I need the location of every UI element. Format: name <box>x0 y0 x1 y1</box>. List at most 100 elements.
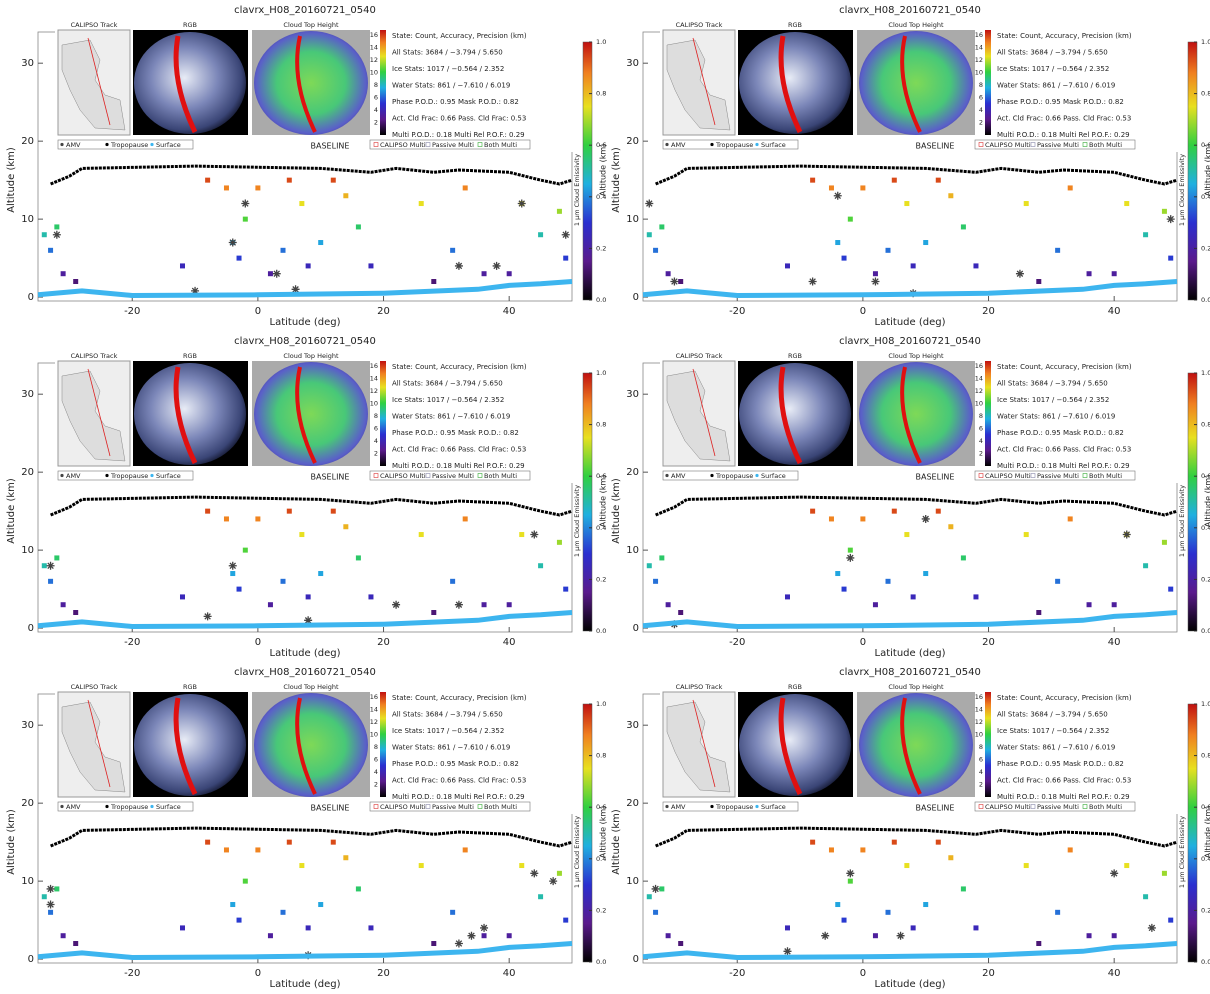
cloud-point <box>1143 563 1149 569</box>
inset-cbar-tick-label: 12 <box>370 718 378 726</box>
colorbar-label: Altitude (km) <box>599 806 608 858</box>
cloud-point <box>506 271 512 277</box>
surface-line <box>642 941 1178 961</box>
legend-label: Surface <box>156 141 181 149</box>
legend-swatch <box>665 142 669 147</box>
colorbar-tick-label: 0.6 <box>596 803 606 811</box>
inset-colorbar <box>985 692 991 797</box>
inset-cbar-tick-label: 4 <box>374 768 378 776</box>
chart-title: clavrx_H08_20160721_0540 <box>234 336 376 347</box>
colorbar-tick-label: 0.2 <box>596 906 606 914</box>
cloud-point <box>368 925 374 931</box>
legend-swatch <box>710 804 714 809</box>
amv-marker <box>896 931 905 940</box>
map-track <box>87 368 111 457</box>
stat-line: All Stats: 3684 / −3.794 / 5.650 <box>392 711 503 719</box>
inset-cbar-tick-label: 12 <box>975 718 983 726</box>
cloud-point <box>891 508 897 514</box>
legend-box <box>662 801 799 812</box>
y-tick-label: 30 <box>626 58 639 69</box>
x-tick-label: 20 <box>377 968 390 979</box>
y-axis-label: Altitude (km) <box>611 809 622 875</box>
stat-line: Multi P.O.D.: 0.18 Multi Rel P.O.F.: 0.2… <box>392 131 525 139</box>
legend-label: Tropopause <box>715 803 753 811</box>
cloud-point <box>973 594 979 600</box>
stat-line: All Stats: 3684 / −3.794 / 5.650 <box>392 49 503 57</box>
y-tick-label: 10 <box>21 876 34 887</box>
baseline-label: BASELINE <box>311 473 350 482</box>
legend-swatch <box>665 473 669 478</box>
legend2-label: Both Multi <box>1089 803 1122 811</box>
cloud-point <box>1036 610 1042 616</box>
legend-label: AMV <box>671 141 686 149</box>
tropopause-line <box>50 164 573 186</box>
cloud-point <box>1111 933 1117 939</box>
cloud-point <box>305 925 311 931</box>
x-tick-label: 0 <box>860 306 866 317</box>
inset-cbar-tick-label: 16 <box>370 362 378 370</box>
inset-cbar-tick-label: 14 <box>975 44 983 52</box>
baseline-label: BASELINE <box>916 142 955 151</box>
cloud-point <box>60 933 66 939</box>
stat-line: Water Stats: 861 / −7.610 / 6.019 <box>997 82 1115 90</box>
inset-colorbar <box>380 692 386 797</box>
tropopause-line <box>50 826 573 848</box>
cloud-point <box>828 847 834 853</box>
legend-label: Surface <box>761 141 786 149</box>
cloud-point <box>481 271 487 277</box>
cloud-point <box>910 925 916 931</box>
cth-track <box>900 697 922 795</box>
inset: 2 4 6 8 10 12 14 16 CALIPSO Track RGB Cloud Top He… <box>660 680 1180 814</box>
inset-cbar-tick-label: 6 <box>979 756 983 764</box>
inset-cbar-tick-label: 16 <box>975 362 983 370</box>
colorbar-tick-label: 0.0 <box>1201 627 1210 635</box>
amv-marker <box>549 877 558 886</box>
y-tick-label: 10 <box>626 545 639 556</box>
stat-line: State: Count, Accuracy, Precision (km) <box>392 694 527 702</box>
inset-cbar-tick-label: 14 <box>370 375 378 383</box>
inset-title: RGB <box>788 21 802 29</box>
cloud-point <box>678 610 684 616</box>
cloud-point <box>48 909 54 915</box>
stat-line: Water Stats: 861 / −7.610 / 6.019 <box>997 744 1115 752</box>
cloud-point <box>973 925 979 931</box>
inset-cbar-tick-label: 10 <box>975 731 983 739</box>
cloud-point <box>305 594 311 600</box>
legend-swatch <box>60 473 64 478</box>
cloud-point <box>60 271 66 277</box>
legend2-label: Passive Multi <box>432 141 474 149</box>
legend-swatch <box>105 142 109 147</box>
map-track <box>87 37 111 126</box>
stat-line: Ice Stats: 1017 / −0.564 / 2.352 <box>392 396 504 404</box>
cloud-point <box>343 193 349 199</box>
surface-line <box>37 279 573 299</box>
stat-line: State: Count, Accuracy, Precision (km) <box>997 694 1132 702</box>
cloud-point <box>872 602 878 608</box>
baseline-label: BASELINE <box>916 473 955 482</box>
chart-title: clavrx_H08_20160721_0540 <box>234 5 376 16</box>
cloud-point <box>519 863 525 869</box>
x-tick-label: -20 <box>124 968 140 979</box>
cloud-point <box>872 933 878 939</box>
cloud-point <box>659 886 665 892</box>
cloud-point <box>847 547 853 553</box>
legend2-label: Passive Multi <box>1037 141 1079 149</box>
amv-marker <box>530 869 539 878</box>
stat-line: Ice Stats: 1017 / −0.564 / 2.352 <box>997 396 1109 404</box>
x-tick-label: 20 <box>982 968 995 979</box>
colorbar-tick-label: 0.0 <box>596 958 606 966</box>
amv-marker <box>561 230 570 239</box>
legend2-swatch <box>477 804 483 809</box>
inset-cbar-tick-label: 2 <box>374 781 378 789</box>
x-tick-label: 40 <box>503 968 516 979</box>
colorbar-label-2: 1 µm Cloud Emissivity <box>573 485 581 557</box>
colorbar <box>1187 703 1198 963</box>
amv-marker <box>291 285 300 294</box>
cloud-point <box>841 917 847 923</box>
cloud-point <box>1067 185 1073 191</box>
rgb-earth <box>739 32 851 134</box>
inset-cbar-tick-label: 8 <box>374 412 378 420</box>
legend2-label: CALIPSO Multi <box>380 141 426 149</box>
x-tick-label: 20 <box>982 637 995 648</box>
amv-marker <box>846 869 855 878</box>
